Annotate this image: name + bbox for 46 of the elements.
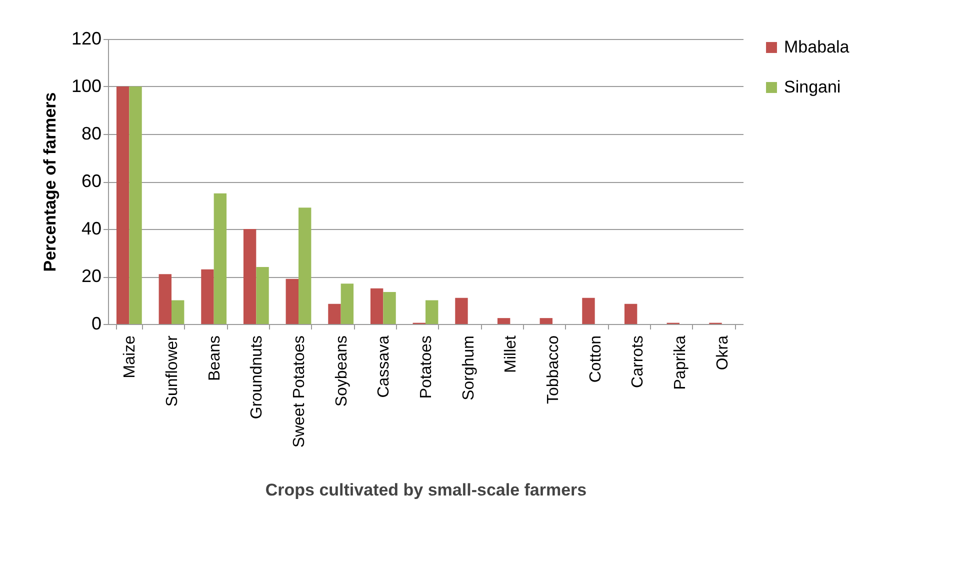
- y-tick-label: 0: [91, 314, 102, 334]
- y-tick-label: 20: [81, 266, 102, 286]
- x-tick-label: Sorghum: [460, 336, 478, 400]
- bar: [497, 318, 510, 324]
- bar: [370, 288, 384, 324]
- x-tick-label: Sunflower: [164, 334, 181, 407]
- x-tick-label: Soybeans: [333, 336, 350, 407]
- x-tick-label: Okra: [714, 335, 732, 370]
- bar: [256, 267, 269, 324]
- bar: [172, 300, 184, 324]
- x-tick-label: Sweet Potatoes: [291, 336, 308, 448]
- bar: [158, 274, 172, 324]
- bar: [243, 229, 256, 324]
- bar: [582, 298, 595, 324]
- bar: [455, 298, 468, 324]
- x-tick-label: Maize: [122, 335, 139, 378]
- bar: [383, 292, 396, 324]
- x-tick-label: Cotton: [587, 336, 604, 383]
- bar: [201, 269, 214, 324]
- x-tick-label: Tobbacco: [545, 335, 562, 404]
- x-axis-title: Crops cultivated by small-scale farmers: [265, 480, 587, 500]
- bar: [129, 86, 142, 324]
- legend-label: Mbabala: [784, 38, 850, 56]
- x-tick-label: Paprika: [672, 335, 689, 390]
- legend-label: Singani: [784, 78, 841, 96]
- bar: [426, 300, 438, 324]
- x-tick-label: Carrots: [630, 336, 647, 388]
- y-tick-label: 120: [71, 28, 102, 48]
- y-axis-title: Percentage of farmers: [40, 92, 60, 272]
- x-tick-label: Beans: [206, 336, 224, 381]
- y-tick-label: 60: [81, 171, 102, 191]
- y-tick-label: 40: [81, 218, 102, 238]
- x-tick-label: Groundnuts: [248, 336, 266, 420]
- bar: [340, 284, 354, 324]
- bar: [298, 208, 312, 324]
- x-tick-label: Millet: [502, 334, 520, 373]
- x-tick-label: Potatoes: [418, 336, 435, 399]
- y-tick-label: 100: [71, 76, 102, 96]
- bar: [286, 278, 298, 324]
- bar: [214, 193, 227, 324]
- bar: [328, 304, 341, 324]
- y-tick-label: 80: [81, 124, 102, 144]
- x-tick-label: Cassava: [376, 335, 393, 398]
- bar: [624, 304, 638, 324]
- bar: [540, 318, 552, 324]
- bar: [116, 86, 130, 324]
